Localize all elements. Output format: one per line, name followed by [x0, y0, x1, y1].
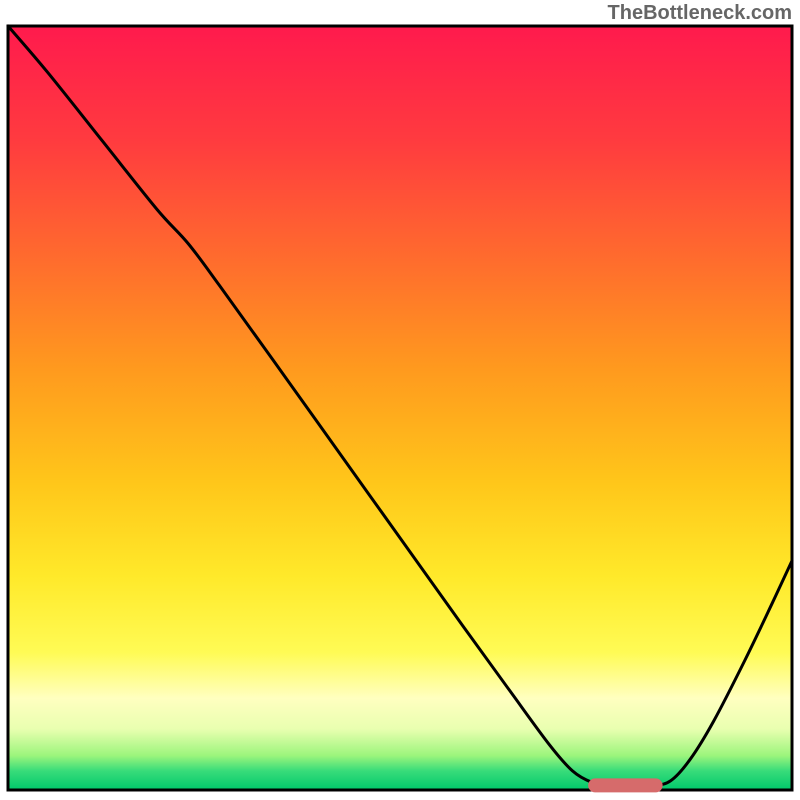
bottleneck-chart	[0, 0, 800, 800]
plot-background	[8, 26, 792, 790]
optimal-range-marker	[588, 778, 662, 792]
chart-container: { "meta": { "attribution_text": "TheBott…	[0, 0, 800, 800]
attribution-text: TheBottleneck.com	[608, 2, 792, 25]
